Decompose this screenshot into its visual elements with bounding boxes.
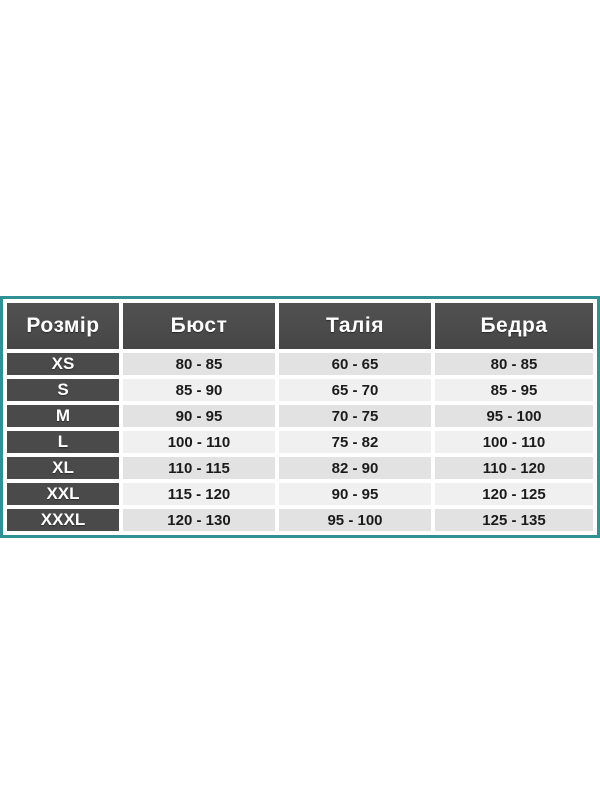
column-header-size: Розмір bbox=[7, 303, 119, 349]
header-row: Розмір Бюст Талія Бедра bbox=[7, 303, 593, 349]
table-row-l: L 100 - 110 75 - 82 100 - 110 bbox=[7, 431, 593, 453]
cell-hips-xs: 80 - 85 bbox=[435, 353, 593, 375]
cell-hips-xxxl: 125 - 135 bbox=[435, 509, 593, 531]
cell-waist-xl: 82 - 90 bbox=[279, 457, 431, 479]
size-label-xxxl: XXXL bbox=[7, 509, 119, 531]
cell-bust-xs: 80 - 85 bbox=[123, 353, 275, 375]
size-label-xs: XS bbox=[7, 353, 119, 375]
cell-bust-m: 90 - 95 bbox=[123, 405, 275, 427]
column-header-bust: Бюст bbox=[123, 303, 275, 349]
cell-waist-l: 75 - 82 bbox=[279, 431, 431, 453]
cell-hips-l: 100 - 110 bbox=[435, 431, 593, 453]
cell-hips-xxl: 120 - 125 bbox=[435, 483, 593, 505]
cell-waist-m: 70 - 75 bbox=[279, 405, 431, 427]
cell-bust-s: 85 - 90 bbox=[123, 379, 275, 401]
cell-waist-xs: 60 - 65 bbox=[279, 353, 431, 375]
table-row-m: M 90 - 95 70 - 75 95 - 100 bbox=[7, 405, 593, 427]
cell-waist-xxxl: 95 - 100 bbox=[279, 509, 431, 531]
cell-bust-xxl: 115 - 120 bbox=[123, 483, 275, 505]
table-row-s: S 85 - 90 65 - 70 85 - 95 bbox=[7, 379, 593, 401]
cell-hips-xl: 110 - 120 bbox=[435, 457, 593, 479]
column-header-hips: Бедра bbox=[435, 303, 593, 349]
size-label-s: S bbox=[7, 379, 119, 401]
cell-hips-s: 85 - 95 bbox=[435, 379, 593, 401]
table-row-xxl: XXL 115 - 120 90 - 95 120 - 125 bbox=[7, 483, 593, 505]
size-chart-table: Розмір Бюст Талія Бедра XS 80 - 85 60 - 65 80 … bbox=[0, 296, 600, 538]
table-row-xs: XS 80 - 85 60 - 65 80 - 85 bbox=[7, 353, 593, 375]
table-row-xl: XL 110 - 115 82 - 90 110 - 120 bbox=[7, 457, 593, 479]
size-chart-header: Розмір Бюст Талія Бедра bbox=[7, 303, 593, 349]
size-label-l: L bbox=[7, 431, 119, 453]
cell-hips-m: 95 - 100 bbox=[435, 405, 593, 427]
column-header-waist: Талія bbox=[279, 303, 431, 349]
cell-bust-xxxl: 120 - 130 bbox=[123, 509, 275, 531]
table-row-xxxl: XXXL 120 - 130 95 - 100 125 - 135 bbox=[7, 509, 593, 531]
size-label-xxl: XXL bbox=[7, 483, 119, 505]
size-label-xl: XL bbox=[7, 457, 119, 479]
cell-waist-xxl: 90 - 95 bbox=[279, 483, 431, 505]
cell-bust-xl: 110 - 115 bbox=[123, 457, 275, 479]
cell-waist-s: 65 - 70 bbox=[279, 379, 431, 401]
cell-bust-l: 100 - 110 bbox=[123, 431, 275, 453]
size-chart-body: XS 80 - 85 60 - 65 80 - 85 S 85 - 90 65 - 70 85… bbox=[7, 353, 593, 531]
size-label-m: M bbox=[7, 405, 119, 427]
